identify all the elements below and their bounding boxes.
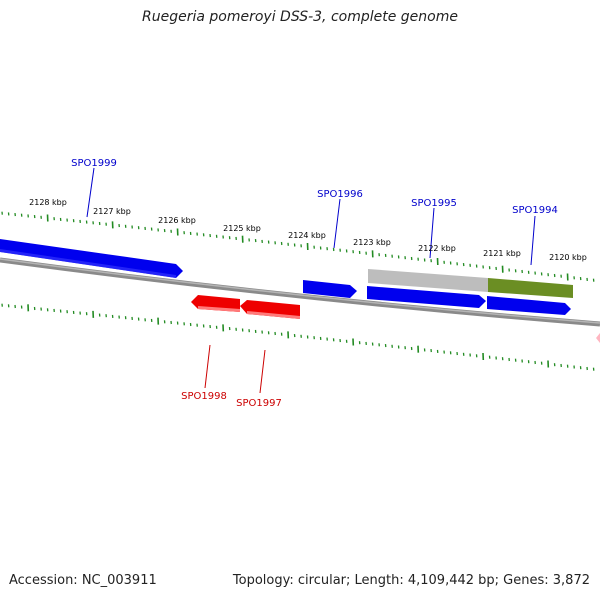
scale-label: 2128 kbp xyxy=(29,198,67,207)
scale-label: 2120 kbp xyxy=(549,253,587,262)
gene-spo1996-arrow[interactable] xyxy=(303,280,357,298)
feature-olive-block xyxy=(488,278,573,298)
gene-label-spo1994[interactable]: SPO1994 xyxy=(512,205,558,216)
gene-spo1995-arrow[interactable] xyxy=(367,286,486,308)
gene-spo1999-arrow[interactable] xyxy=(0,239,183,278)
scale-label: 2121 kbp xyxy=(483,249,521,258)
gene-label-spo1997[interactable]: SPO1997 xyxy=(236,398,282,409)
gene-label-spo1998[interactable]: SPO1998 xyxy=(181,391,227,402)
scale-label: 2127 kbp xyxy=(93,207,131,216)
scale-label: 2122 kbp xyxy=(418,244,456,253)
gene-label-spo1999[interactable]: SPO1999 xyxy=(71,158,117,169)
genome-backbone xyxy=(0,257,600,327)
scale-label: 2124 kbp xyxy=(288,231,326,240)
inner-scale-ticks xyxy=(1,303,595,371)
accession-text: Accession: NC_003911 xyxy=(9,573,157,588)
pink-feature-marker xyxy=(596,333,600,343)
map-title: Ruegeria pomeroyi DSS-3, complete genome xyxy=(142,9,458,25)
feature-gray-block xyxy=(368,269,488,292)
gene-spo1994-arrow[interactable] xyxy=(487,296,571,315)
gene-label-spo1995[interactable]: SPO1995 xyxy=(411,198,457,209)
scale-label: 2126 kbp xyxy=(158,216,196,225)
genome-summary-text: Topology: circular; Length: 4,109,442 bp… xyxy=(232,573,590,588)
scale-label: 2123 kbp xyxy=(353,238,391,247)
gene-label-spo1996[interactable]: SPO1996 xyxy=(317,189,363,200)
scale-label: 2125 kbp xyxy=(223,224,261,233)
outer-scale-ticks xyxy=(1,211,595,282)
